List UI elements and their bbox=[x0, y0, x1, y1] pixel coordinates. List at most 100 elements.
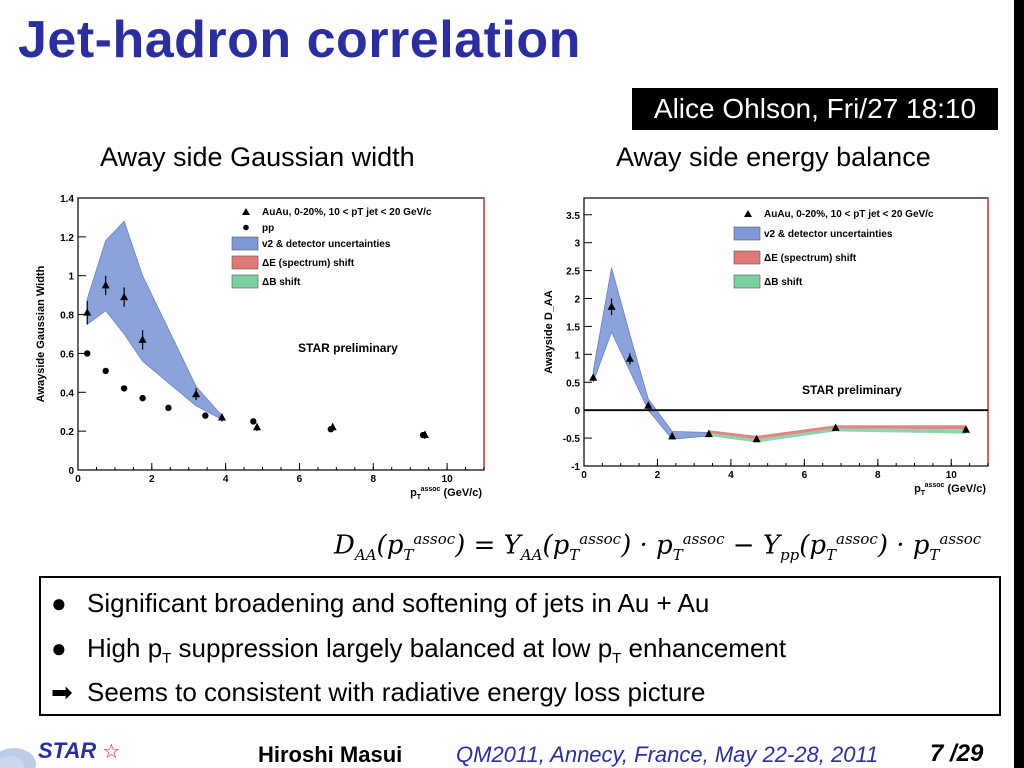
globe-decoration-icon bbox=[0, 748, 36, 768]
y-tick-label: 2 bbox=[574, 295, 580, 306]
data-point-circle bbox=[84, 350, 91, 357]
left-panel-title: Away side Gaussian width bbox=[100, 142, 415, 172]
data-point-circle bbox=[327, 426, 335, 433]
y-tick-label: 0 bbox=[574, 406, 580, 417]
y-tick-label: 0.2 bbox=[60, 427, 74, 438]
gaussian-width-chart: 0 2 4 6 8 10 0 0.2 0.4 0.6 0.8 1 1.2 1.4 pTassoc (GeV/… bbox=[35, 194, 485, 501]
legend-triangle-icon bbox=[744, 210, 752, 217]
data-point-circle bbox=[139, 394, 146, 402]
data-point-triangle bbox=[625, 354, 634, 362]
speaker-box: Alice Ohlson, Fri/27 18:10 bbox=[632, 88, 998, 130]
x-tick-label: 0 bbox=[75, 474, 81, 485]
legend-label: ΔE (spectrum) shift bbox=[262, 258, 355, 269]
data-point-triangle bbox=[831, 423, 840, 432]
data-point-triangle bbox=[83, 308, 92, 316]
legend-label: AuAu, 0-20%, 10 < pT jet < 20 GeV/c bbox=[262, 207, 432, 218]
y-tick-label: 3 bbox=[574, 239, 580, 250]
legend-circle-icon bbox=[243, 224, 249, 231]
right-edge-bar bbox=[1014, 0, 1024, 768]
star-preliminary-label: STAR preliminary bbox=[298, 341, 398, 355]
y-tick-label: 1.2 bbox=[60, 233, 74, 244]
data-point-triangle bbox=[961, 425, 970, 433]
data-point-triangle bbox=[138, 335, 147, 343]
data-point-circle bbox=[202, 412, 209, 419]
bullet-item: ● Significant broadening and softening of… bbox=[51, 588, 710, 618]
y-tick-label: 1.4 bbox=[60, 194, 74, 205]
bullet-dot-icon: ● bbox=[51, 588, 67, 618]
y-tick-label: 0.6 bbox=[60, 349, 74, 360]
data-point-circle bbox=[250, 418, 257, 425]
data-point-circle bbox=[165, 404, 172, 412]
data-point-triangle bbox=[253, 422, 262, 431]
y-tick-label: 1 bbox=[68, 272, 74, 283]
legend-label: AuAu, 0-20%, 10 < pT jet < 20 GeV/c bbox=[764, 209, 934, 220]
x-tick-label: 4 bbox=[728, 470, 734, 481]
y-axis-title: Awayside D_AA bbox=[543, 290, 555, 374]
star-logo: STAR ☆ bbox=[38, 738, 121, 763]
data-point-triangle bbox=[668, 431, 677, 440]
data-point-circle bbox=[120, 385, 128, 392]
energy-balance-chart: 0 2 4 6 8 10 -1 -0.5 0 0.5 1 1.5 2 2.5 3 3.5 pTassoc (Ge… bbox=[543, 197, 989, 497]
y-tick-label: -1 bbox=[571, 462, 580, 473]
y-tick-label: 0 bbox=[68, 466, 74, 477]
y-tick-label: 0.4 bbox=[60, 388, 74, 399]
daa-formula: DAA(pTassoc) = YAA(pTassoc) · pTassoc − … bbox=[334, 530, 982, 564]
data-point-triangle bbox=[607, 302, 616, 310]
slide-title: Jet-hadron correlation bbox=[18, 11, 581, 69]
x-tick-label: 2 bbox=[149, 474, 155, 485]
legend-label: ΔE (spectrum) shift bbox=[764, 253, 857, 264]
x-tick-label: 6 bbox=[297, 474, 303, 485]
x-tick-label: 10 bbox=[946, 470, 958, 481]
y-tick-label: -0.5 bbox=[563, 434, 581, 445]
legend-box-icon bbox=[231, 274, 259, 289]
x-tick-label: 8 bbox=[370, 474, 376, 485]
data-point-triangle bbox=[101, 280, 110, 289]
y-tick-label: 2.5 bbox=[566, 267, 580, 278]
data-point-triangle bbox=[192, 389, 201, 398]
data-point-circle bbox=[419, 431, 427, 439]
bullet-dot-icon: ● bbox=[51, 633, 67, 663]
legend-box-icon bbox=[733, 250, 761, 265]
plot-frame bbox=[583, 197, 989, 467]
x-tick-label: 8 bbox=[875, 470, 881, 481]
page-number: 7 /29 bbox=[930, 740, 984, 767]
legend-triangle-icon bbox=[242, 208, 250, 215]
legend-label: ΔB shift bbox=[764, 277, 803, 288]
legend-box-icon bbox=[733, 226, 761, 241]
bullet-item: ➡ Seems to consistent with radiative ener… bbox=[51, 677, 706, 707]
y-axis-title: Awayside Gaussian Width bbox=[35, 265, 47, 402]
data-point-triangle bbox=[120, 292, 129, 301]
slide-footer: STAR ☆ Hiroshi Masui QM2011, Annecy, Fra… bbox=[0, 734, 1024, 768]
x-tick-label: 0 bbox=[581, 470, 587, 481]
legend-label: pp bbox=[262, 223, 274, 234]
arrow-right-icon: ➡ bbox=[51, 677, 73, 707]
x-axis-title: pTassoc (GeV/c) bbox=[914, 482, 986, 497]
bullet-item: ● High pT suppression largely balanced at… bbox=[51, 633, 787, 668]
x-tick-label: 4 bbox=[223, 474, 229, 485]
star-icon: ☆ bbox=[102, 741, 121, 763]
data-point-circle bbox=[102, 367, 109, 375]
data-point-triangle bbox=[644, 401, 653, 409]
legend-box-icon bbox=[231, 236, 259, 251]
y-tick-label: 0.8 bbox=[60, 311, 74, 322]
data-point-triangle bbox=[217, 413, 226, 421]
legend-label: ΔB shift bbox=[262, 277, 301, 288]
star-preliminary-label: STAR preliminary bbox=[802, 383, 902, 397]
y-tick-label: 1 bbox=[574, 350, 580, 361]
x-tick-label: 10 bbox=[442, 474, 454, 485]
data-point-triangle bbox=[704, 429, 713, 438]
x-axis-title: pTassoc (GeV/c) bbox=[410, 486, 482, 501]
right-panel-title: Away side energy balance bbox=[616, 142, 931, 172]
y-tick-label: 0.5 bbox=[566, 378, 580, 389]
legend-label: v2 & detector uncertainties bbox=[764, 229, 893, 240]
legend-box-icon bbox=[231, 255, 259, 270]
author-name: Hiroshi Masui bbox=[258, 742, 403, 767]
x-tick-label: 6 bbox=[802, 470, 808, 481]
summary-box: ● Significant broadening and softening of… bbox=[39, 576, 1001, 716]
conference-info: QM2011, Annecy, France, May 22-28, 2011 bbox=[456, 742, 879, 767]
data-point-triangle bbox=[589, 373, 598, 381]
data-point-triangle bbox=[752, 434, 761, 443]
y-tick-label: 3.5 bbox=[566, 211, 580, 222]
legend-label: v2 & detector uncertainties bbox=[262, 239, 391, 250]
energy-shift-band bbox=[708, 425, 966, 440]
